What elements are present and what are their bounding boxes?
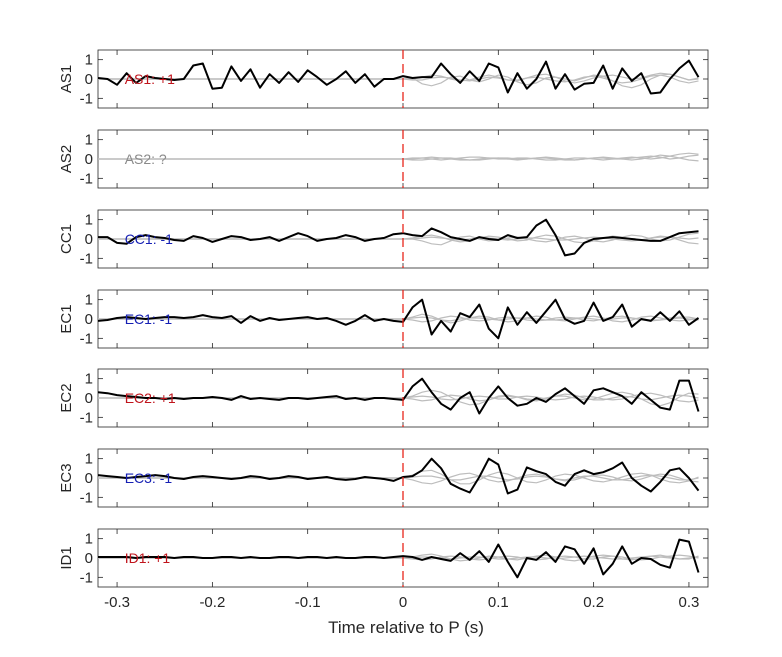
panel-plot-area — [98, 538, 700, 579]
y-tick-label: -1 — [80, 250, 93, 267]
stacked-trace — [98, 457, 700, 495]
y-tick-label: -1 — [80, 489, 93, 506]
station-axis-label: AS1 — [58, 65, 75, 93]
panel-plot-area — [98, 59, 700, 95]
y-tick-label: 0 — [85, 390, 93, 407]
x-tick-label: 0 — [399, 594, 407, 611]
polarity-label: EC3: -1 — [125, 470, 173, 486]
y-tick-label: 0 — [85, 71, 93, 88]
polarity-label: CC1: -1 — [125, 231, 173, 247]
polarity-label: AS2: ? — [125, 151, 167, 167]
panel-as1: -1 0 1 AS1 AS1: +1 — [58, 49, 709, 109]
y-tick-label: -1 — [80, 170, 93, 187]
y-tick-label: 1 — [85, 531, 93, 548]
stacked-trace — [98, 377, 700, 415]
y-tick-label: -1 — [80, 90, 93, 107]
station-axis-label: ID1 — [58, 546, 75, 569]
x-tick-label: -0.1 — [295, 594, 321, 611]
y-tick-label: 1 — [85, 371, 93, 388]
panel-plot-area — [98, 377, 700, 415]
y-tick-label: -1 — [80, 409, 93, 426]
polarity-label: EC2: +1 — [125, 390, 176, 406]
stacked-trace — [98, 59, 700, 95]
x-tick-label: -0.3 — [104, 594, 130, 611]
panel-ec2: -1 0 1 EC2 EC2: +1 — [58, 368, 709, 428]
station-axis-label: AS2 — [58, 145, 75, 173]
panel-as2: -1 0 1 AS2 AS2: ? — [58, 129, 709, 189]
y-tick-label: 0 — [85, 231, 93, 248]
x-tick-label: 0.2 — [583, 594, 604, 611]
x-tick-label: 0.1 — [488, 594, 509, 611]
y-tick-label: 1 — [85, 292, 93, 309]
stacked-trace — [98, 218, 699, 257]
x-axis: -0.3 -0.2 -0.1 0 0.1 0.2 0.3 — [104, 594, 699, 611]
polarity-label: EC1: -1 — [125, 311, 173, 327]
panel-cc1: -1 0 1 CC1 CC1: -1 — [58, 209, 709, 269]
panel-ec3: -1 0 1 EC3 EC3: -1 — [58, 448, 709, 508]
station-axis-label: EC3 — [58, 463, 75, 492]
x-tick-label: -0.2 — [199, 594, 225, 611]
stacked-trace — [98, 538, 700, 579]
y-tick-label: 0 — [85, 311, 93, 328]
station-trace-3 — [98, 316, 699, 322]
y-tick-label: 0 — [85, 151, 93, 168]
y-tick-label: -1 — [80, 330, 93, 347]
y-tick-label: 1 — [85, 212, 93, 229]
station-axis-label: EC2 — [58, 383, 75, 412]
station-trace-3 — [98, 154, 699, 162]
y-tick-label: -1 — [80, 569, 93, 586]
stacked-trace — [98, 298, 700, 340]
y-tick-label: 0 — [85, 550, 93, 567]
station-trace-3 — [98, 74, 699, 84]
y-tick-label: 1 — [85, 132, 93, 149]
x-tick-label: 0.3 — [679, 594, 700, 611]
panel-plot-area — [98, 218, 699, 257]
panels: -1 0 1 AS1 AS1: +1 -1 0 1 AS2 AS2: ? -1 0 1 CC1 CC1: -… — [58, 49, 709, 588]
panel-plot-area — [98, 152, 699, 162]
y-tick-label: 1 — [85, 451, 93, 468]
panel-plot-area — [98, 298, 700, 340]
station-axis-label: CC1 — [58, 224, 75, 254]
panel-plot-area — [98, 457, 700, 495]
y-tick-label: 0 — [85, 470, 93, 487]
polarity-label: ID1: +1 — [125, 550, 171, 566]
y-tick-label: 1 — [85, 52, 93, 69]
panel-id1: -1 0 1 ID1 ID1: +1 — [58, 528, 709, 588]
panel-ec1: -1 0 1 EC1 EC1: -1 — [58, 289, 709, 349]
x-axis-label: Time relative to P (s) — [328, 618, 484, 637]
station-axis-label: EC1 — [58, 304, 75, 333]
polarity-label: AS1: +1 — [125, 71, 175, 87]
